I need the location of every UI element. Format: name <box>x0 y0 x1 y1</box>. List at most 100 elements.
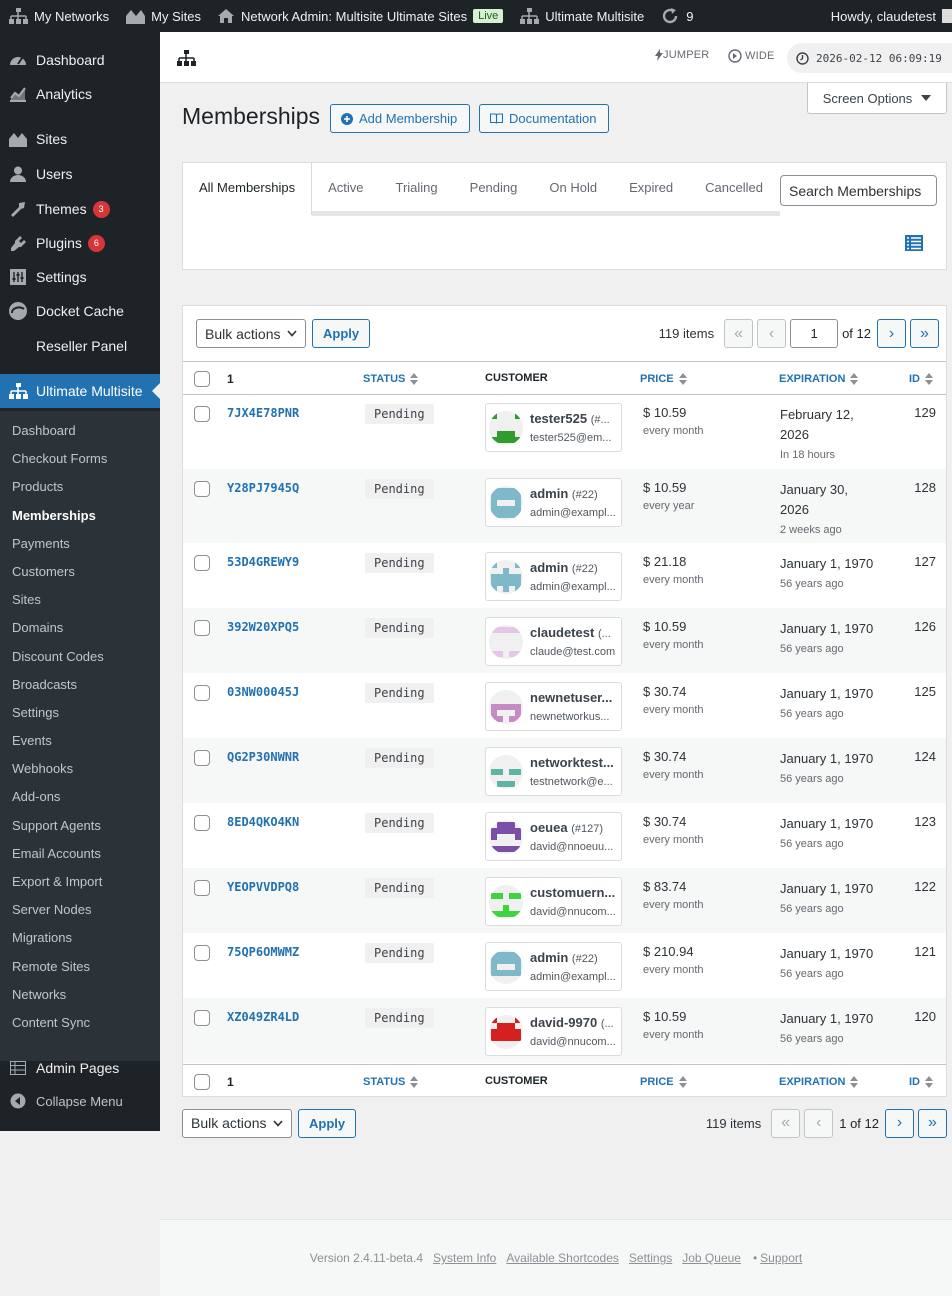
membership-code-link[interactable]: Y28PJ7945Q <box>227 481 300 495</box>
apply-button[interactable]: Apply <box>312 319 371 348</box>
current-page-input[interactable]: 1 <box>790 319 839 348</box>
row-checkbox[interactable] <box>194 620 210 636</box>
list-view-icon[interactable] <box>905 235 923 254</box>
column-header-price[interactable]: PRICE <box>640 1075 687 1089</box>
submenu-add-ons[interactable]: Add-ons <box>12 789 61 805</box>
submenu-broadcasts[interactable]: Broadcasts <box>12 676 78 692</box>
next-page-button[interactable]: › <box>877 319 906 348</box>
submenu-customers[interactable]: Customers <box>12 563 75 579</box>
job-queue-link[interactable]: Job Queue <box>682 1251 741 1265</box>
next-page-button[interactable]: › <box>885 1108 914 1138</box>
prev-page-button[interactable]: ‹ <box>757 319 787 348</box>
network-admin-menu[interactable]: Network Admin: Multisite Ultimate Sites … <box>209 0 511 32</box>
submenu-networks[interactable]: Networks <box>12 986 67 1002</box>
select-all-checkbox-footer[interactable] <box>194 1074 210 1090</box>
submenu-server-nodes[interactable]: Server Nodes <box>12 902 92 918</box>
submenu-payments[interactable]: Payments <box>12 535 70 551</box>
submenu-export-import[interactable]: Export & Import <box>12 874 103 889</box>
tab-cancelled[interactable]: Cancelled <box>705 180 763 195</box>
row-checkbox[interactable] <box>194 750 210 766</box>
select-all-checkbox[interactable] <box>194 371 210 387</box>
my-networks-menu[interactable]: My Networks <box>0 0 117 32</box>
tab-on-hold[interactable]: On Hold <box>549 180 598 195</box>
row-checkbox[interactable] <box>194 685 210 701</box>
customer-card[interactable]: networktest... testnetwork@e... <box>485 747 622 796</box>
last-page-button[interactable]: » <box>910 319 939 348</box>
submenu-sites[interactable]: Sites <box>12 592 41 608</box>
support-link[interactable]: Support <box>760 1251 803 1265</box>
row-checkbox[interactable] <box>194 406 210 422</box>
membership-code-link[interactable]: QG2P30NWNR <box>227 750 300 764</box>
menu-sites[interactable]: Sites <box>0 122 160 156</box>
network-icon[interactable] <box>176 50 196 69</box>
bulk-actions-select[interactable]: Bulk actions <box>196 319 306 348</box>
customer-card[interactable]: tester525 (#... tester525@em... <box>485 403 622 452</box>
updates-menu[interactable]: 9 <box>652 0 701 32</box>
submenu-webhooks[interactable]: Webhooks <box>12 761 74 777</box>
membership-code-link[interactable]: YEOPVVDPQ8 <box>227 880 300 894</box>
customer-card[interactable]: customuern... david@nnucom... <box>485 877 622 926</box>
customer-card[interactable]: admin (#22) admin@exampl... <box>485 942 622 991</box>
menu-themes[interactable]: Themes 3 <box>0 192 160 226</box>
row-checkbox[interactable] <box>194 815 210 831</box>
row-checkbox[interactable] <box>194 555 210 571</box>
row-checkbox[interactable] <box>194 880 210 896</box>
submenu-content-sync[interactable]: Content Sync <box>12 1014 91 1030</box>
menu-docket-cache[interactable]: Docket Cache <box>0 294 160 328</box>
submenu-support-agents[interactable]: Support Agents <box>12 817 101 833</box>
menu-analytics[interactable]: Analytics <box>0 77 160 111</box>
available-shortcodes-link[interactable]: Available Shortcodes <box>506 1251 619 1265</box>
add-membership-button[interactable]: Add Membership <box>330 104 471 133</box>
submenu-email-accounts[interactable]: Email Accounts <box>12 845 101 861</box>
tab-all-memberships[interactable]: All Memberships <box>183 163 313 215</box>
column-header-status[interactable]: STATUS <box>363 1075 419 1089</box>
membership-code-link[interactable]: 392W20XPQ5 <box>227 620 300 634</box>
tab-expired[interactable]: Expired <box>629 180 674 195</box>
submenu-checkout-forms[interactable]: Checkout Forms <box>12 451 108 467</box>
tab-active[interactable]: Active <box>328 180 364 195</box>
customer-card[interactable]: admin (#22) admin@exampl... <box>485 478 622 527</box>
first-page-button[interactable]: « <box>771 1108 801 1138</box>
submenu-domains[interactable]: Domains <box>12 620 64 636</box>
menu-users[interactable]: Users <box>0 157 160 191</box>
menu-admin-pages[interactable]: Admin Pages <box>0 1051 160 1085</box>
ultimate-multisite-menu[interactable]: Ultimate Multisite <box>511 0 652 32</box>
membership-code-link[interactable]: 7JX4E78PNR <box>227 406 300 420</box>
last-page-button[interactable]: » <box>918 1108 947 1138</box>
collapse-menu-button[interactable]: Collapse Menu <box>0 1084 160 1118</box>
documentation-button[interactable]: Documentation <box>479 104 610 133</box>
column-header-price[interactable]: PRICE <box>640 372 687 386</box>
membership-code-link[interactable]: 53D4GREWY9 <box>227 555 300 569</box>
membership-code-link[interactable]: 8ED4QKO4KN <box>227 815 300 829</box>
membership-code-link[interactable]: 75QP6OMWMZ <box>227 945 300 959</box>
submenu-remote-sites[interactable]: Remote Sites <box>12 958 91 974</box>
screen-options-button[interactable]: Screen Options <box>807 83 947 114</box>
submenu-discount-codes[interactable]: Discount Codes <box>12 648 104 664</box>
menu-dashboard[interactable]: Dashboard <box>0 43 160 77</box>
wide-button[interactable]: WIDE <box>728 49 775 63</box>
column-header-id-sort[interactable]: ID <box>909 372 933 386</box>
tab-trialing[interactable]: Trialing <box>395 180 438 195</box>
customer-card[interactable]: oeuea (#127) david@nnoeuu... <box>485 812 622 861</box>
customer-card[interactable]: david-9970 (... david@nnucom... <box>485 1007 622 1056</box>
row-checkbox[interactable] <box>194 945 210 961</box>
prev-page-button[interactable]: ‹ <box>804 1108 834 1138</box>
membership-code-link[interactable]: XZ049ZR4LD <box>227 1010 300 1024</box>
menu-settings[interactable]: Settings <box>0 260 160 294</box>
customer-card[interactable]: claudetest (... claude@test.com <box>485 617 622 666</box>
first-page-button[interactable]: « <box>724 319 754 348</box>
column-header-id-sort[interactable]: ID <box>909 1075 933 1089</box>
my-sites-menu[interactable]: My Sites <box>117 0 209 32</box>
submenu-memberships[interactable]: Memberships <box>12 507 96 523</box>
menu-ultimate-multisite[interactable]: Ultimate Multisite <box>0 374 160 408</box>
submenu-migrations[interactable]: Migrations <box>12 930 72 946</box>
row-checkbox[interactable] <box>194 481 210 497</box>
system-info-link[interactable]: System Info <box>433 1251 497 1265</box>
tab-pending[interactable]: Pending <box>469 180 518 195</box>
submenu-dashboard[interactable]: Dashboard <box>12 423 76 438</box>
row-checkbox[interactable] <box>194 1010 210 1026</box>
bulk-actions-select-bottom[interactable]: Bulk actions <box>182 1108 292 1138</box>
customer-card[interactable]: admin (#22) admin@exampl... <box>485 552 622 601</box>
submenu-events[interactable]: Events <box>12 733 52 749</box>
column-header-expiration[interactable]: EXPIRATION <box>779 372 859 386</box>
